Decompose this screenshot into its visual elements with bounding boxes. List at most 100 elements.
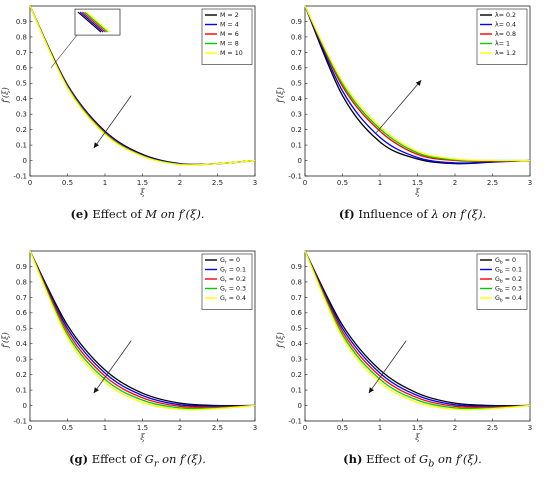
legend-label: M = 2 — [220, 12, 239, 19]
trend-arrow-head — [93, 142, 100, 149]
x-axis-label: ξ — [415, 188, 420, 197]
y-tick-label: 0.3 — [291, 356, 302, 364]
series-line — [29, 250, 256, 411]
series-line — [304, 250, 531, 410]
y-tick-label: 0.3 — [291, 111, 302, 119]
legend-label: λ= 1.2 — [495, 50, 516, 57]
y-tick-label: 0.7 — [291, 294, 302, 302]
caption-prefix: Effect of — [92, 207, 142, 221]
chart-f: 0 0.5 1 1.5 2 2.5 3-0.100.10.20.30.40.50.60.70… — [276, 5, 532, 197]
y-tick-label: 0.5 — [291, 80, 302, 88]
panel-f: 0 0.5 1 1.5 2 2.5 3 -0.1 0 0.1 0.2 0.3 0.4 0.5 0.6 0.7 0… — [275, 0, 550, 245]
y-tick-label: 0.1 — [291, 386, 302, 394]
y-axis-label: f′(ξ) — [1, 332, 10, 348]
x-tick-label: 0 — [28, 424, 32, 432]
series-line — [29, 250, 256, 407]
series-line — [29, 250, 256, 410]
y-tick-label: 0.6 — [291, 309, 303, 317]
x-tick-label: 0.5 — [62, 179, 73, 187]
y-tick-label: 0.7 — [291, 49, 302, 57]
x-axis-label: ξ — [140, 433, 145, 442]
panel-g: 0 0.5 1 1.5 2 2.5 3 -0.1 0 0.1 0.2 0.3 0.4 0.5 0.6 0.7 0… — [0, 245, 275, 490]
legend-label: λ= 0.8 — [495, 31, 516, 38]
y-axis-label: f′(ξ) — [1, 87, 10, 103]
x-tick-label: 1 — [103, 179, 107, 187]
caption-g: (g) Effect of Gr on f′(ξ). — [0, 452, 275, 469]
x-tick-label: 2.5 — [487, 424, 498, 432]
legend-label: M = 10 — [220, 50, 243, 57]
series-line — [304, 250, 531, 407]
legend-label: Gr = 0.4 — [220, 295, 246, 304]
caption-label: (e) — [70, 207, 89, 221]
inset-line — [84, 11, 108, 33]
x-tick-label: 0.5 — [337, 179, 348, 187]
y-tick-label: 0.1 — [16, 386, 27, 394]
x-tick-label: 2 — [453, 424, 457, 432]
legend-label: Gb = 0.3 — [495, 286, 522, 295]
trend-arrow — [93, 340, 132, 394]
legend-label: M = 6 — [220, 31, 239, 38]
y-tick-label: -0.1 — [288, 172, 302, 180]
series-line — [304, 5, 531, 162]
legend-label: M = 4 — [220, 22, 239, 29]
x-tick-label: 1.5 — [137, 424, 148, 432]
y-tick-label: 0.9 — [16, 263, 27, 271]
legend-box — [476, 253, 528, 310]
x-tick-label: 1 — [378, 179, 382, 187]
series-line — [304, 5, 531, 164]
caption-param: G — [144, 452, 154, 466]
x-tick-label: 2 — [178, 424, 182, 432]
x-tick-label: 0 — [303, 424, 307, 432]
caption-rest: on f′(ξ). — [160, 207, 205, 221]
x-tick-label: 3 — [528, 179, 532, 187]
y-tick-label: 0.9 — [16, 18, 27, 26]
inset-line — [79, 11, 104, 33]
legend-box — [476, 8, 528, 65]
series-line — [29, 250, 256, 407]
y-tick-label: 0.2 — [291, 371, 302, 379]
y-tick-label: 0.8 — [16, 278, 27, 286]
inset-line — [77, 11, 102, 33]
legend-label: λ= 1 — [495, 41, 510, 48]
caption-label: (g) — [69, 452, 89, 466]
caption-param: M — [145, 207, 158, 221]
y-tick-label: 0.2 — [16, 371, 27, 379]
caption-prefix: Effect of — [366, 452, 416, 466]
panel-e: 0 0.5 1 1.5 2 2.5 3 -0.1 0 0.1 0.2 0.3 0.4 0.5 0.6 0.7 0… — [0, 0, 275, 245]
x-tick-label: 3 — [528, 424, 532, 432]
inset-line — [86, 11, 111, 33]
y-tick-label: 0.7 — [16, 49, 27, 57]
y-tick-label: 0.6 — [16, 64, 28, 72]
y-tick-label: 0.5 — [16, 325, 27, 333]
series-line — [304, 250, 531, 408]
x-tick-label: 1.5 — [137, 179, 148, 187]
y-tick-label: -0.1 — [13, 172, 27, 180]
x-tick-label: 1 — [378, 424, 382, 432]
y-tick-label: 0.9 — [291, 263, 302, 271]
legend-label: λ= 0.2 — [495, 12, 516, 19]
caption-label: (f) — [338, 207, 355, 221]
caption-sub: b — [428, 458, 435, 470]
caption-sub: r — [153, 458, 159, 470]
x-tick-label: 2.5 — [487, 179, 498, 187]
caption-rest: on f′(ξ). — [438, 452, 482, 466]
y-tick-label: 0.4 — [16, 95, 28, 103]
x-tick-label: 0 — [303, 179, 307, 187]
trend-arrow — [375, 79, 422, 133]
y-tick-label: 0.6 — [16, 309, 28, 317]
y-tick-label: -0.1 — [13, 417, 27, 425]
legend-label: Gb = 0.2 — [495, 276, 522, 285]
legend-label: Gr = 0.1 — [220, 267, 246, 276]
x-tick-label: 3 — [253, 424, 257, 432]
x-axis-label: ξ — [140, 188, 145, 197]
series-line — [304, 250, 531, 411]
inset-line — [82, 11, 106, 33]
panel-h: 0 0.5 1 1.5 2 2.5 3 -0.1 0 0.1 0.2 0.3 0.4 0.5 0.6 0.7 0… — [275, 245, 550, 490]
caption-label: (h) — [343, 452, 363, 466]
x-tick-label: 2.5 — [212, 424, 223, 432]
legend-label: M = 8 — [220, 41, 239, 48]
y-tick-label: 0 — [298, 402, 302, 410]
y-tick-label: 0.1 — [16, 141, 27, 149]
x-tick-label: 0 — [28, 179, 32, 187]
y-tick-label: 0.3 — [16, 356, 27, 364]
